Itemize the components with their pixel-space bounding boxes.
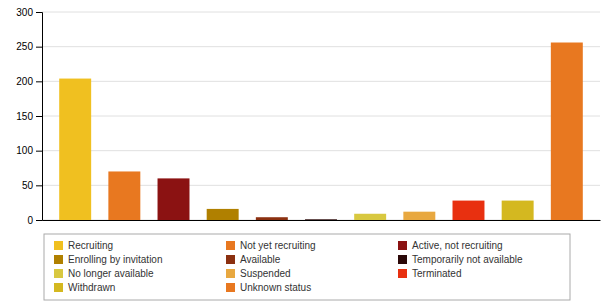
y-tick: 100 bbox=[16, 145, 42, 156]
legend-item: Recruiting bbox=[54, 240, 113, 251]
y-axis: 0 50 100 150 200 250 300 bbox=[16, 7, 42, 226]
y-tick: 0 bbox=[27, 215, 42, 226]
legend-item: Terminated bbox=[398, 268, 461, 279]
y-tick-mark bbox=[36, 81, 42, 82]
x-axis-line bbox=[43, 220, 601, 221]
bar bbox=[354, 214, 386, 220]
bar bbox=[59, 79, 91, 220]
legend-swatch bbox=[398, 255, 407, 264]
legend-swatch bbox=[54, 241, 63, 250]
legend-label: Recruiting bbox=[68, 240, 113, 251]
legend-item: Suspended bbox=[226, 268, 291, 279]
bar bbox=[256, 217, 288, 220]
y-tick-label: 150 bbox=[16, 111, 33, 122]
y-tick: 300 bbox=[16, 7, 42, 18]
bar bbox=[108, 171, 140, 220]
y-tick-mark bbox=[36, 220, 42, 221]
y-tick-label: 200 bbox=[16, 76, 33, 87]
y-tick-mark bbox=[36, 12, 42, 13]
legend-item: Not yet recruiting bbox=[226, 240, 316, 251]
legend-swatch bbox=[398, 241, 407, 250]
grid-line bbox=[42, 12, 600, 13]
grid bbox=[42, 12, 600, 220]
grid-line bbox=[42, 46, 600, 47]
legend-label: Terminated bbox=[412, 268, 461, 279]
bar bbox=[551, 43, 583, 220]
legend-swatch bbox=[54, 283, 63, 292]
bar bbox=[502, 201, 534, 220]
y-axis-line bbox=[36, 13, 43, 221]
y-tick-mark bbox=[36, 151, 42, 152]
legend-swatch bbox=[226, 269, 235, 278]
legend-frame bbox=[44, 234, 570, 300]
y-tick-label: 0 bbox=[27, 215, 33, 226]
y-tick-label: 50 bbox=[22, 180, 34, 191]
legend-label: Withdrawn bbox=[68, 282, 115, 293]
legend-swatch bbox=[54, 269, 63, 278]
legend-label: Enrolling by invitation bbox=[68, 254, 163, 265]
legend-item: Temporarily not available bbox=[398, 254, 523, 265]
bar bbox=[158, 178, 190, 220]
legend-item: No longer available bbox=[54, 268, 154, 279]
legend-label: Not yet recruiting bbox=[240, 240, 316, 251]
legend-swatch bbox=[226, 241, 235, 250]
y-tick: 150 bbox=[16, 111, 42, 122]
y-tick-label: 100 bbox=[16, 145, 33, 156]
legend-item: Withdrawn bbox=[54, 282, 115, 293]
y-tick-label: 300 bbox=[16, 7, 33, 18]
y-tick: 200 bbox=[16, 76, 42, 87]
y-tick-label: 250 bbox=[16, 41, 33, 52]
grid-line bbox=[42, 116, 600, 117]
bar bbox=[403, 212, 435, 220]
y-tick-mark bbox=[36, 116, 42, 117]
chart: 0 50 100 150 200 250 300 Recruiting Not yet recr… bbox=[0, 0, 614, 306]
y-tick-mark bbox=[36, 185, 42, 186]
legend-item: Active, not recruiting bbox=[398, 240, 503, 251]
legend: Recruiting Not yet recruiting Active, not … bbox=[44, 234, 570, 300]
y-tick-mark bbox=[36, 47, 42, 48]
legend-label: No longer available bbox=[68, 268, 154, 279]
legend-label: Active, not recruiting bbox=[412, 240, 503, 251]
grid-line bbox=[42, 81, 600, 82]
bar bbox=[207, 209, 239, 220]
grid-line bbox=[42, 150, 600, 151]
legend-item: Available bbox=[226, 254, 281, 265]
legend-swatch bbox=[398, 269, 407, 278]
legend-item: Enrolling by invitation bbox=[54, 254, 163, 265]
y-tick: 50 bbox=[22, 180, 42, 191]
y-tick: 250 bbox=[16, 41, 42, 52]
legend-label: Temporarily not available bbox=[412, 254, 523, 265]
legend-label: Available bbox=[240, 254, 281, 265]
legend-label: Unknown status bbox=[240, 282, 311, 293]
bar bbox=[453, 201, 485, 220]
x-axis bbox=[43, 220, 601, 221]
legend-item: Unknown status bbox=[226, 282, 311, 293]
legend-swatch bbox=[226, 283, 235, 292]
legend-swatch bbox=[54, 255, 63, 264]
plot: 0 50 100 150 200 250 300 bbox=[16, 7, 600, 226]
bars bbox=[59, 43, 583, 220]
bar bbox=[305, 219, 337, 220]
legend-swatch bbox=[226, 255, 235, 264]
legend-label: Suspended bbox=[240, 268, 291, 279]
